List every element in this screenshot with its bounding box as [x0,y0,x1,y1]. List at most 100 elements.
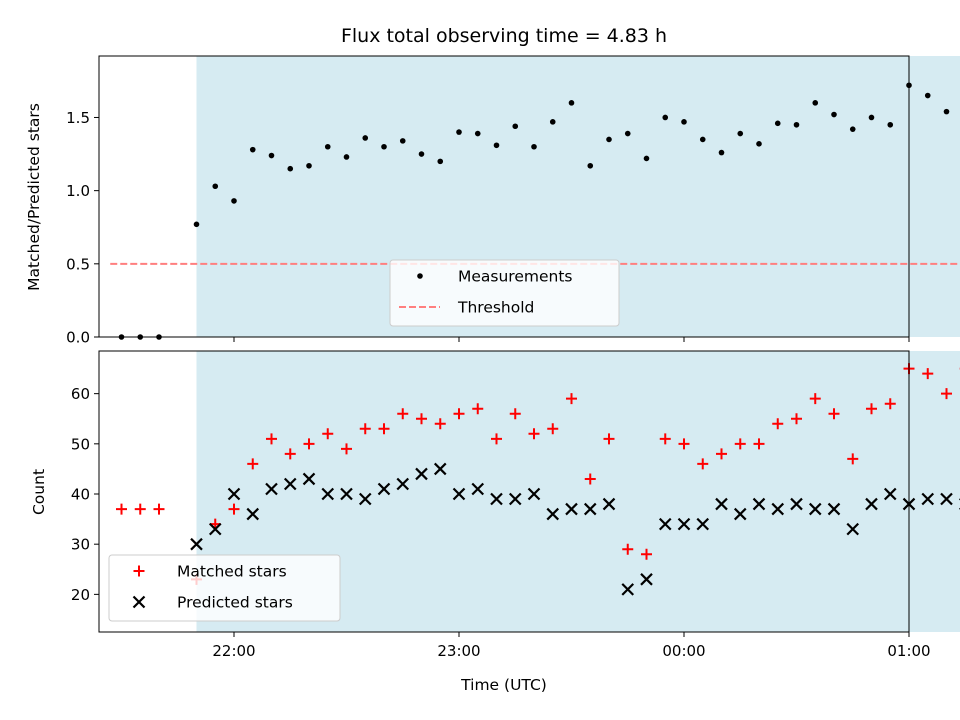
top-frame [98,55,910,338]
top-point [643,155,650,162]
top-point [306,162,312,169]
bottom-matched-point [378,423,390,435]
top-point [343,154,350,160]
bottom-predicted-point [340,487,353,501]
chart-title: Flux total observing time = 4.83 h [341,25,667,47]
bottom-matched-point [153,503,165,515]
top-point [662,114,669,121]
bottom-predicted-point [771,502,785,516]
bottom-predicted-point [865,497,878,511]
bottom-predicted-point [677,517,691,531]
bottom-ytick-label: 60 [71,385,90,403]
bottom-matched-point [284,448,296,460]
bottom-predicted-point [358,492,372,506]
bottom-predicted-point [640,573,653,586]
top-ytick-label: 1.5 [66,109,90,127]
bottom-predicted-point [846,522,860,536]
bottom-matched-point [753,438,765,450]
bottom-matched-point [884,398,896,410]
bottom-predicted-point [377,482,391,496]
bottom-matched-point [528,428,540,440]
bottom-matched-point [809,393,821,405]
bottom-matched-point [603,433,615,445]
top-point [212,183,219,190]
top-point [737,130,744,137]
bottom-predicted-point [190,537,203,551]
bottom-legend-marker [132,595,146,609]
top-point [849,126,856,132]
top-point [493,142,500,149]
bottom-matched-point [941,388,952,400]
bottom-predicted-point [227,487,241,501]
bottom-matched-point [397,408,409,420]
bottom-legend-label: Predicted stars [177,594,293,612]
top-point [831,111,837,118]
bottom-predicted-point [752,497,766,511]
top-legend-label: Threshold [457,299,534,317]
bottom-predicted-point [283,477,297,491]
bottom-matched-point [228,503,240,515]
bottom-frame [98,350,910,633]
top-ytick-label: 0.0 [66,329,90,347]
bottom-matched-point [116,503,127,515]
top-point [287,165,294,172]
top-point [624,130,631,137]
bottom-matched-point [359,423,371,435]
bottom-matched-point [547,423,559,435]
bottom-predicted-point [940,492,953,506]
bottom-predicted-point [565,502,578,516]
bottom-matched-point [491,433,502,445]
top-point [418,151,425,157]
top-point [437,158,444,165]
bottom-matched-point [866,403,877,415]
top-point [868,114,875,121]
top-point [381,143,387,150]
bottom-xtick-label: 01:00 [887,642,930,660]
bottom-matched-point [322,428,334,440]
bottom-predicted-point [827,502,841,516]
bottom-xtick-label: 23:00 [437,642,480,660]
bottom-predicted-point [583,502,597,516]
top-legend-box [389,259,620,327]
bottom-matched-point [266,433,277,445]
bottom-matched-point [734,438,746,450]
top-point [568,100,575,106]
bottom-predicted-point [415,467,428,481]
bottom-predicted-point [546,507,560,521]
bottom-matched-point [416,413,427,425]
bottom-matched-point [678,438,690,450]
bottom-matched-point [697,458,709,470]
top-point [793,121,800,128]
top-point [924,92,931,99]
bottom-predicted-point [733,507,747,521]
bottom-predicted-point [490,492,503,506]
bottom-predicted-point [602,497,616,511]
bottom-ylabel: Count [30,469,48,515]
bottom-legend-label: Matched stars [177,563,287,581]
bottom-ytick-label: 40 [71,486,90,504]
top-ylabel: Matched/Predicted stars [25,103,43,291]
top-point [362,135,369,141]
bottom-predicted-point [808,502,822,516]
bottom-matched-point [659,433,671,445]
top-point [699,136,706,143]
top-point [887,121,894,128]
top-point [756,141,762,147]
top-point [268,152,275,159]
top-legend: Measurements Threshold [389,259,620,327]
bottom-matched-point [716,448,727,460]
bottom-matched-point [791,413,802,425]
top-point [324,143,331,150]
bottom-matched-point [434,418,446,430]
bottom-matched-point [828,408,840,420]
bottom-predicted-point [321,487,335,501]
bottom-matched-point [641,548,652,560]
top-panel: 0.0 0.5 1.0 1.5 Measurements Threshold [66,55,960,347]
bottom-predicted-point [396,477,410,491]
bottom-matched-point [453,408,465,420]
bottom-predicted-point [883,487,897,501]
top-point [681,119,687,125]
bottom-predicted-point [471,482,485,496]
top-point [512,123,519,130]
